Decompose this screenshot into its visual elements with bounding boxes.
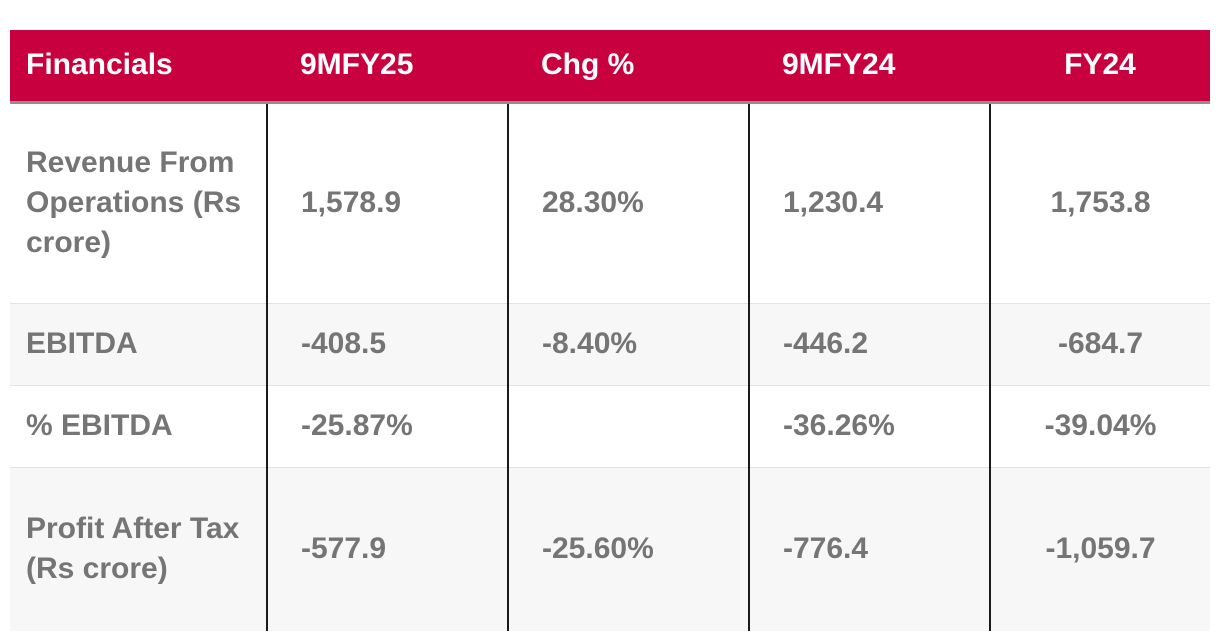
cell-revenue-fy24: 1,753.8 bbox=[989, 102, 1210, 303]
cell-ebitda-9mfy25: -408.5 bbox=[266, 303, 508, 385]
cell-pat-chg: -25.60% bbox=[507, 467, 749, 631]
cell-ebitda-margin-fy24: -39.04% bbox=[989, 385, 1210, 467]
cell-ebitda-margin-chg bbox=[507, 385, 749, 467]
cell-revenue-chg: 28.30% bbox=[507, 102, 749, 303]
header-chg-percent: Chg % bbox=[541, 48, 635, 82]
header-financials: Financials bbox=[26, 48, 173, 82]
cell-ebitda-margin-9mfy25: -25.87% bbox=[266, 385, 508, 467]
table-row: Profit After Tax (Rs crore) -577.9 -25.6… bbox=[10, 467, 1210, 631]
row-label-ebitda: EBITDA bbox=[26, 327, 138, 360]
cell-ebitda-margin-9mfy24: -36.26% bbox=[748, 385, 990, 467]
cell-pat-9mfy24: -776.4 bbox=[748, 467, 990, 631]
cell-revenue-9mfy24: 1,230.4 bbox=[748, 102, 990, 303]
header-9mfy25: 9MFY25 bbox=[300, 48, 414, 82]
cell-revenue-9mfy25: 1,578.9 bbox=[266, 102, 508, 303]
table-header-row: Financials 9MFY25 Chg % 9MFY24 FY24 bbox=[10, 30, 1210, 102]
row-label-ebitda-margin: % EBITDA bbox=[26, 409, 173, 442]
table-row: Revenue From Operations (Rs crore) 1,578… bbox=[10, 102, 1210, 303]
cell-pat-fy24: -1,059.7 bbox=[989, 467, 1210, 631]
row-label-revenue: Revenue From Operations (Rs crore) bbox=[26, 146, 242, 259]
header-9mfy24: 9MFY24 bbox=[782, 48, 896, 82]
cell-ebitda-9mfy24: -446.2 bbox=[748, 303, 990, 385]
cell-ebitda-fy24: -684.7 bbox=[989, 303, 1210, 385]
header-fy24: FY24 bbox=[1064, 48, 1136, 82]
row-label-pat: Profit After Tax (Rs crore) bbox=[26, 512, 240, 586]
financials-table-container: Financials 9MFY25 Chg % 9MFY24 FY24 Reve… bbox=[10, 30, 1210, 631]
financials-table: Financials 9MFY25 Chg % 9MFY24 FY24 Reve… bbox=[10, 30, 1210, 631]
cell-ebitda-chg: -8.40% bbox=[507, 303, 749, 385]
cell-pat-9mfy25: -577.9 bbox=[266, 467, 508, 631]
table-row: % EBITDA -25.87% -36.26% -39.04% bbox=[10, 385, 1210, 467]
table-row: EBITDA -408.5 -8.40% -446.2 -684.7 bbox=[10, 303, 1210, 385]
